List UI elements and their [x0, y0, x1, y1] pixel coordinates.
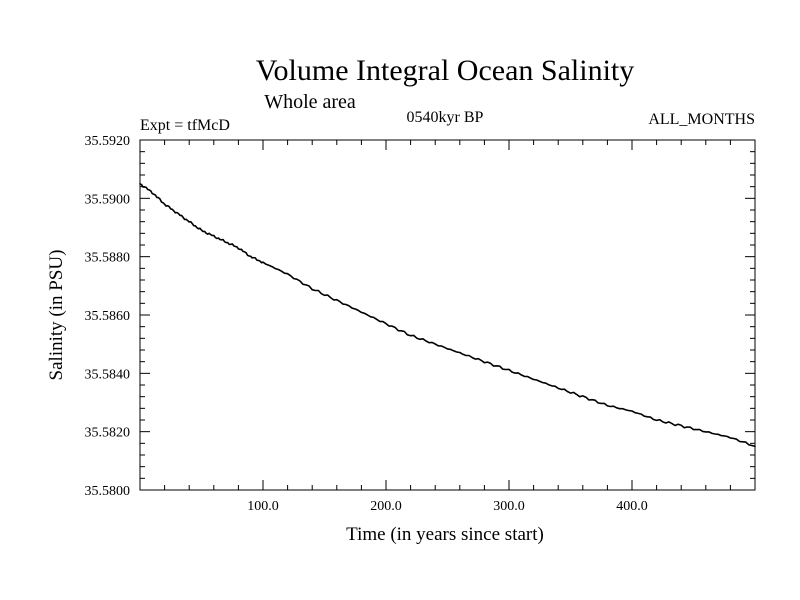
chart-subtitle: Whole area: [264, 91, 356, 113]
y-tick-label: 35.5840: [85, 367, 131, 382]
x-tick-label: 100.0: [247, 499, 279, 514]
plot-frame: [139, 139, 756, 491]
y-tick-label: 35.5900: [85, 192, 131, 207]
y-tick-label: 35.5860: [85, 309, 131, 324]
period-label: 0540kyr BP: [407, 109, 484, 126]
x-axis-tick-labels: 100.0 200.0 300.0 400.0: [247, 499, 648, 514]
y-axis-tick-labels: 35.5800 35.5820 35.5840 35.5860 35.5880 35.59…: [85, 134, 131, 499]
x-tick-label: 400.0: [616, 499, 648, 514]
months-label: ALL_MONTHS: [648, 111, 755, 128]
x-axis-ticks: [164, 140, 731, 490]
y-tick-label: 35.5920: [85, 134, 131, 149]
y-axis-label: Salinity (in PSU): [46, 250, 67, 381]
y-tick-label: 35.5820: [85, 426, 131, 441]
y-tick-label: 35.5800: [85, 484, 131, 499]
y-tick-label: 35.5880: [85, 251, 131, 266]
chart-title: Volume Integral Ocean Salinity: [256, 54, 635, 87]
x-axis-label: Time (in years since start): [346, 524, 544, 545]
experiment-label: Expt = tfMcD: [140, 117, 230, 134]
x-tick-label: 200.0: [370, 499, 402, 514]
y-axis-ticks: [140, 139, 755, 491]
x-tick-label: 300.0: [493, 499, 525, 514]
salinity-series-line: [139, 183, 756, 448]
